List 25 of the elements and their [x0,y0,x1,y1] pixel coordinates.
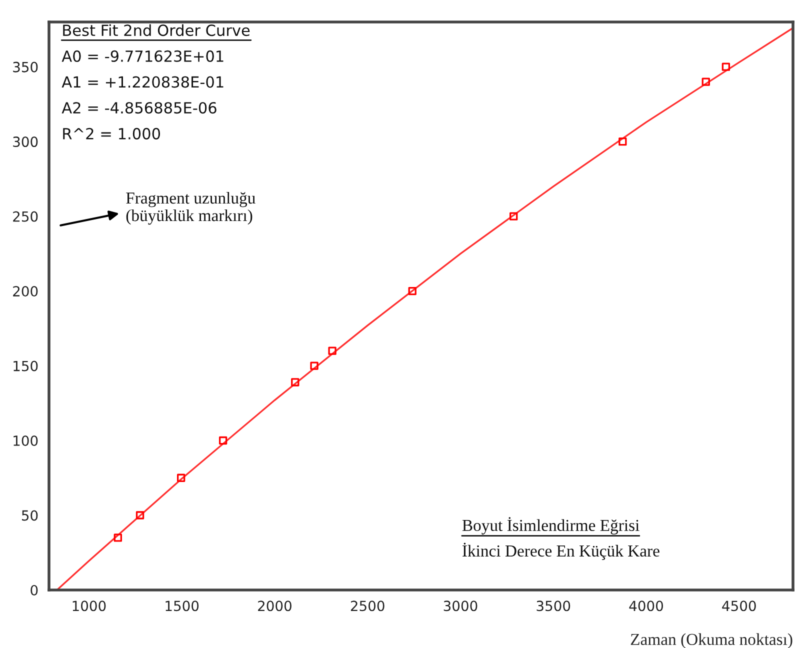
y-tick-label: 50 [22,510,38,521]
x-tick-label: 1500 [166,600,199,612]
x-tick-label: 2000 [258,600,292,612]
annotation: R^2 = 1.000 [63,128,160,140]
annotation: A0 = -9.771623E+01 [62,50,224,62]
x-tick-label: 3500 [536,600,570,612]
y-tick-label: 250 [13,211,38,222]
x-axis-title: Zaman (Okuma noktası) [630,633,792,648]
annotation: Boyut İsimlendirme Eğrisi [462,517,640,534]
x-tick-label: 3000 [444,600,478,612]
y-tick-label: 150 [14,360,38,372]
annotation: Best Fit 2nd Order Curve [63,24,250,36]
x-tick-label: 4500 [722,600,756,612]
y-tick-label: 350 [13,62,38,72]
x-tick-label: 2500 [350,600,384,612]
y-tick-label: 0 [30,584,38,596]
annotation: Fragment uzunluğu (büyüklük markırı) [126,192,256,225]
y-tick-label: 300 [13,136,38,148]
y-tick-label: 200 [13,286,38,297]
x-tick-label: 1000 [72,600,106,612]
annotation: A2 = -4.856885E-06 [62,102,216,114]
annotation: A1 = +1.220838E-01 [62,76,224,88]
y-tick-label: 100 [14,435,38,446]
x-tick-label: 4000 [629,600,663,612]
annotation: İkinci Derece En Küçük Kare [462,542,660,560]
